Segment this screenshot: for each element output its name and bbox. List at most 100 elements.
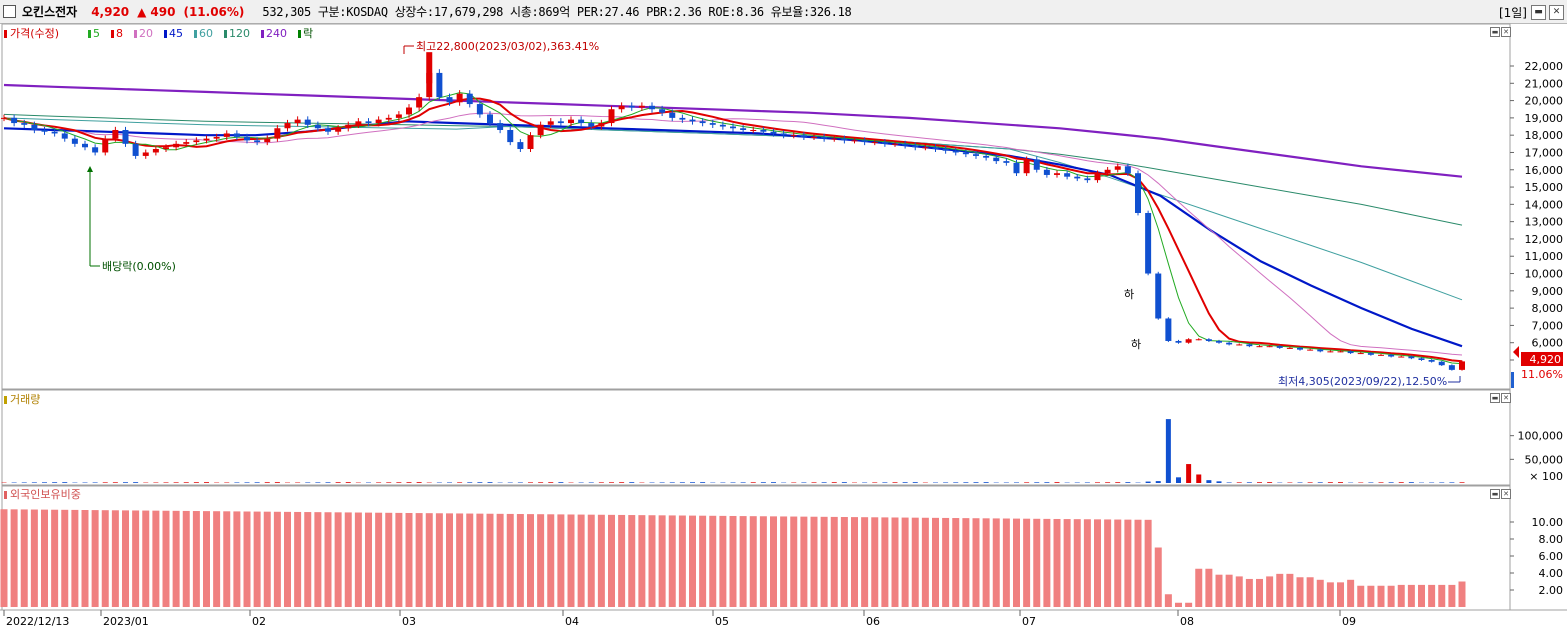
candle-body: [760, 129, 767, 132]
candle-body: [1135, 173, 1141, 213]
foreign-title: 외국인보유비중: [10, 488, 81, 501]
foreign-bar: [182, 510, 190, 607]
foreign-bar: [921, 517, 929, 607]
candle-body: [679, 117, 686, 120]
candle-body: [345, 124, 352, 129]
volume-bar: [598, 482, 604, 483]
candle-body: [628, 105, 635, 108]
select-checkbox[interactable]: [3, 5, 16, 18]
candle-body: [709, 123, 716, 125]
period-selector[interactable]: [1일]: [1498, 5, 1527, 20]
foreign-panel-close-button[interactable]: ✕: [1501, 489, 1511, 499]
price-tick: 10,000: [1525, 268, 1564, 281]
foreign-bar: [243, 511, 251, 607]
foreign-bar: [678, 515, 686, 607]
candle-body: [730, 126, 736, 129]
volume-bar: [659, 482, 665, 483]
volume-bar: [1449, 482, 1455, 483]
candle-body: [1327, 351, 1334, 353]
candle-body: [1195, 339, 1202, 341]
candle-body: [770, 131, 777, 134]
volume-bar: [740, 482, 746, 483]
volume-bar: [1297, 482, 1303, 483]
foreign-bar: [111, 510, 119, 607]
price-panel-close-button[interactable]: ✕: [1501, 27, 1511, 37]
foreign-bar: [51, 509, 59, 607]
candle-body: [466, 93, 473, 105]
current-pct-label: 11.06%: [1521, 368, 1563, 381]
volume-panel-close-button[interactable]: ✕: [1501, 393, 1511, 403]
foreign-bar: [365, 512, 372, 607]
volume-bar: [1439, 482, 1445, 483]
volume-bar: [204, 482, 209, 483]
foreign-bar: [618, 514, 626, 607]
candle-body: [912, 145, 919, 148]
candle-body: [1388, 354, 1395, 357]
volume-bar: [1398, 482, 1404, 483]
candle-body: [942, 149, 949, 151]
candle-body: [1367, 353, 1374, 355]
foreign-bar: [1438, 584, 1446, 607]
foreign-axis: 10.00 8.00 6.00 4.00 2.00: [1510, 516, 1563, 597]
foreign-bar: [689, 515, 696, 607]
volume-bar: [92, 482, 98, 483]
price-panel-min-button[interactable]: ▬: [1490, 27, 1500, 37]
foreign-bar: [273, 511, 281, 607]
candle-body: [395, 114, 402, 118]
foreign-bar: [972, 518, 980, 607]
foreign-bar: [699, 515, 707, 607]
foreign-bar: [1296, 577, 1304, 607]
volume-panel-min-button[interactable]: ▬: [1490, 393, 1500, 403]
volume-bar: [1115, 482, 1121, 483]
volume-bar: [467, 482, 473, 483]
volume-bar: [1014, 482, 1019, 483]
volume-bar: [1145, 481, 1151, 483]
legend-ma-8: 8: [116, 27, 123, 40]
foreign-bar: [91, 510, 99, 607]
ma60-line: [3, 117, 1463, 301]
close-button[interactable]: ✕: [1549, 4, 1564, 20]
candle-body: [1236, 344, 1243, 346]
foreign-bar: [1276, 573, 1284, 607]
candle-body: [1286, 347, 1293, 349]
foreign-bar: [425, 513, 433, 607]
volume-bar: [912, 482, 918, 483]
candle-body: [1155, 273, 1162, 319]
volume-bar: [42, 482, 47, 483]
foreign-bar: [152, 510, 160, 607]
candle-body: [1307, 349, 1314, 351]
minimize-button[interactable]: ▬: [1531, 4, 1546, 20]
foreign-bar: [496, 513, 504, 607]
candle-body: [962, 152, 969, 155]
up-arrow-icon: ▲: [137, 4, 147, 19]
candle-body: [1003, 161, 1010, 163]
foreign-bar: [1013, 518, 1020, 607]
volume-axis: 100,000 50,000: [1510, 430, 1563, 466]
candle-body: [274, 128, 281, 139]
candle-body: [790, 135, 797, 137]
price-panel: [1, 23, 1511, 390]
candle-body: [740, 128, 747, 130]
foreign-bar: [557, 514, 565, 607]
foreign-bar: [1033, 518, 1041, 607]
foreign-panel-min-button[interactable]: ▬: [1490, 489, 1500, 499]
foreign-bar: [71, 509, 79, 607]
candle-body: [1276, 346, 1283, 348]
foreign-bar: [1185, 602, 1193, 607]
candle-body: [1246, 344, 1253, 347]
foreign-bar: [851, 517, 858, 607]
date-tick: 06: [866, 615, 880, 628]
candle-body: [173, 143, 180, 148]
candle-body: [1054, 173, 1060, 175]
foreign-bar: [709, 515, 717, 607]
price-tick: 16,000: [1525, 164, 1564, 177]
foreign-tick: 4.00: [1539, 567, 1564, 580]
foreign-bar: [385, 512, 393, 607]
volume-bar: [1176, 477, 1181, 483]
foreign-bar: [1458, 581, 1466, 607]
volume-unit: × 100: [1529, 470, 1563, 483]
volume-bar: [123, 482, 128, 483]
candle-body: [487, 114, 493, 124]
volume-bar: [52, 482, 58, 483]
